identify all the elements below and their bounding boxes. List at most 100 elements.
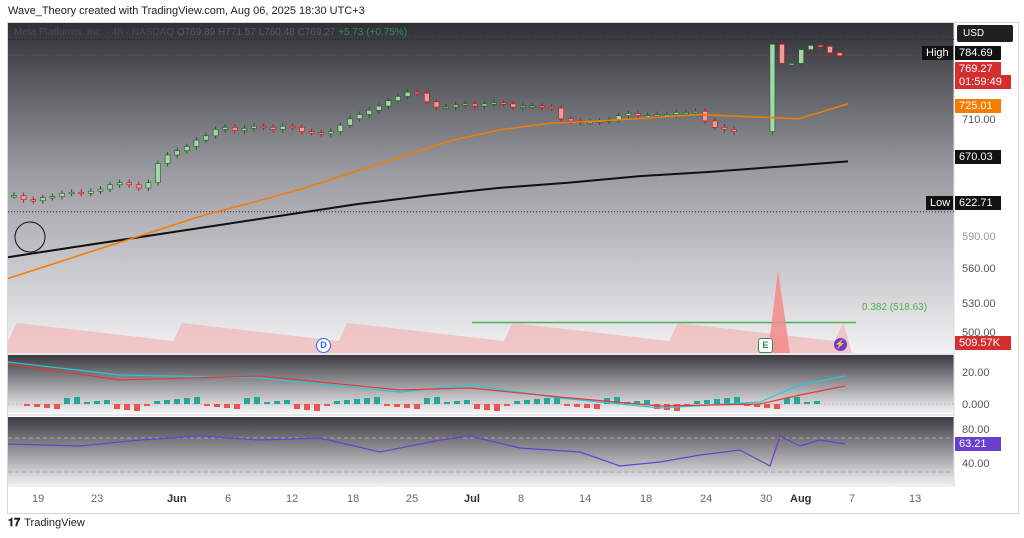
candle-body	[644, 115, 651, 118]
macd-histogram-bar	[74, 397, 80, 404]
candle-body	[39, 197, 46, 202]
candle-body	[241, 128, 248, 131]
crossover-circle	[14, 221, 46, 253]
candle-countdown: 01:59:49	[955, 75, 1011, 89]
candle-body	[423, 92, 430, 103]
candle-body	[385, 100, 392, 107]
price-axis-label-3: 530.00	[962, 298, 996, 310]
candle-body	[702, 111, 709, 122]
open-value: O769.89	[176, 27, 216, 38]
currency-selector[interactable]: USD	[957, 25, 1013, 42]
candle-body	[193, 139, 200, 147]
candle-body	[136, 184, 142, 189]
macd-histogram-bar	[134, 404, 140, 411]
macd-histogram-bar	[54, 404, 60, 409]
macd-histogram-bar	[654, 404, 660, 409]
candle-body	[711, 120, 718, 128]
macd-histogram-bar	[64, 398, 70, 404]
candle-body	[49, 196, 56, 199]
rsi-value-tag: 63.21	[955, 437, 1001, 451]
macd-histogram-bar	[464, 400, 470, 404]
macd-histogram-bar	[114, 404, 120, 409]
macd-histogram-bar	[504, 404, 510, 406]
volume-area	[8, 323, 852, 353]
fib-label: 0.382 (518.63)	[862, 302, 928, 313]
candle-body	[59, 193, 65, 197]
candle-body	[673, 112, 680, 115]
candle-body	[404, 91, 411, 97]
macd-histogram-bar	[404, 404, 410, 408]
chart-frame	[7, 22, 1019, 514]
macd-histogram-bar	[634, 401, 640, 404]
candle-body	[452, 104, 459, 108]
macd-histogram-bar	[224, 404, 230, 408]
x-axis-tick-label: 13	[909, 493, 922, 505]
macd-histogram-bar	[644, 400, 650, 404]
candle-body	[548, 106, 555, 109]
volume-spike	[768, 270, 790, 353]
candle-body	[500, 102, 507, 105]
macd-histogram-bar	[734, 397, 740, 404]
candle-body	[327, 131, 334, 135]
macd-histogram-bar	[784, 398, 790, 404]
macd-histogram-bar	[774, 404, 780, 409]
candle-body	[558, 107, 565, 120]
candle-body	[279, 125, 286, 130]
macd-histogram-bar	[424, 398, 430, 404]
candle-body	[212, 129, 219, 137]
candle-body	[78, 191, 84, 195]
x-axis-tick-label: 8	[518, 493, 525, 505]
candle-body	[11, 195, 17, 198]
macd-histogram-bar	[714, 399, 720, 404]
macd-histogram-bar	[454, 401, 460, 404]
macd-histogram-bar	[324, 404, 330, 406]
x-axis-tick-label: 24	[700, 493, 713, 505]
candle-body	[68, 191, 75, 195]
macd-histogram-bar	[144, 404, 150, 406]
macd-histogram-bar	[574, 404, 580, 407]
candle-body	[203, 135, 209, 141]
close-value: C769.27	[297, 27, 336, 38]
symbol-title[interactable]: Meta Platforms, Inc. · 4h · NASDAQ	[14, 27, 175, 38]
candle-body	[318, 132, 325, 135]
macd-histogram-bar	[444, 402, 450, 404]
ema-slow-line	[7, 160, 849, 259]
x-axis-tick-label: 7	[849, 493, 856, 505]
x-axis-tick-label: 25	[406, 493, 419, 505]
macd-histogram-bar	[354, 399, 360, 404]
macd-histogram-bar	[244, 398, 250, 404]
candle-body	[587, 121, 593, 124]
macd-histogram-bar	[344, 400, 350, 404]
x-axis-tick-label: 19	[32, 493, 45, 505]
candle-body	[260, 125, 267, 129]
candle-body	[625, 113, 632, 116]
candle-body	[798, 49, 805, 64]
low-value: L760.48	[258, 27, 295, 38]
macd-histogram-bar	[544, 398, 550, 404]
footer-brand: TradingView	[24, 517, 85, 529]
candle-body	[88, 190, 94, 194]
candle-body	[145, 182, 152, 189]
candle-body	[289, 125, 296, 129]
candle-body	[443, 106, 449, 109]
rsi-pane-background	[8, 417, 954, 487]
macd-histogram-bar	[334, 401, 340, 404]
macd-histogram-bar	[364, 398, 370, 404]
macd-histogram-bar	[534, 399, 540, 404]
macd-axis-label-1: 0.000	[962, 399, 990, 411]
candle-body	[270, 127, 277, 130]
candle-body	[567, 118, 574, 122]
x-axis-tick-label: 6	[225, 493, 232, 505]
candle-body	[126, 182, 132, 186]
candle-body	[30, 199, 37, 202]
candle-body	[481, 103, 488, 107]
caption-text: Wave_Theory created with TradingView.com…	[8, 5, 365, 17]
rsi-axis-label-0: 80.00	[962, 424, 990, 436]
candle-body	[222, 127, 228, 130]
macd-histogram-bar	[744, 404, 750, 406]
lightning-event-icon[interactable]: ⚡	[834, 338, 847, 351]
dividend-event-marker[interactable]: D	[316, 338, 331, 353]
macd-histogram-bar	[254, 397, 260, 404]
earnings-event-marker[interactable]: E	[758, 338, 773, 353]
